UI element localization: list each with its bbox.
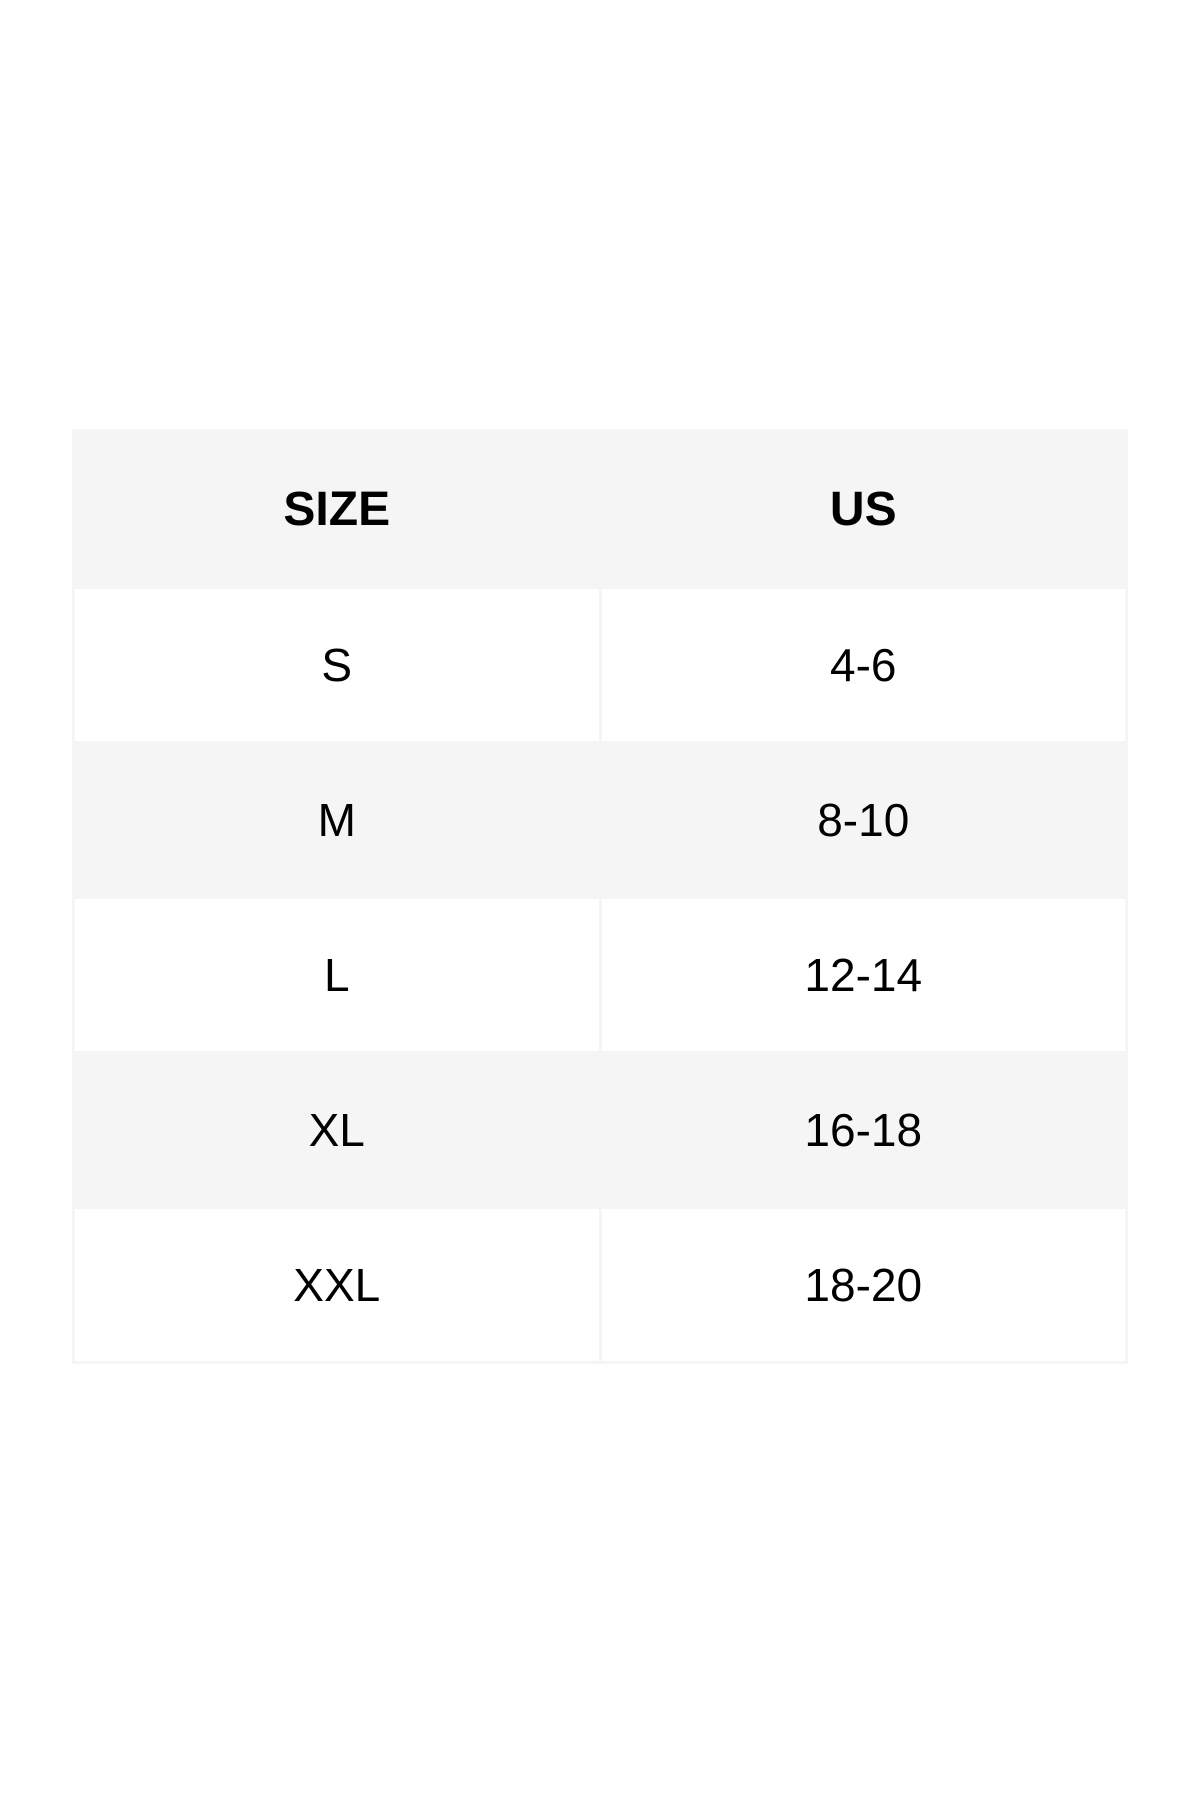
us-cell: 18-20 [601,1209,1125,1361]
us-cell: 4-6 [601,589,1125,741]
size-cell: XXL [75,1209,599,1361]
us-cell: 8-10 [601,744,1125,896]
size-chart-table: SIZE US S 4-6 M 8-10 L 12-14 XL 16-18 XX… [72,429,1128,1364]
table-row: M 8-10 [75,744,1125,896]
us-cell: 12-14 [601,899,1125,1051]
size-cell: M [75,744,599,896]
table-row: S 4-6 [75,589,1125,741]
header-row: SIZE US [75,432,1125,586]
table-row: XXL 18-20 [75,1209,1125,1361]
size-cell: XL [75,1054,599,1206]
header-size: SIZE [75,432,599,586]
size-cell: L [75,899,599,1051]
header-us: US [601,432,1125,586]
us-cell: 16-18 [601,1054,1125,1206]
table-row: XL 16-18 [75,1054,1125,1206]
table-row: L 12-14 [75,899,1125,1051]
size-cell: S [75,589,599,741]
